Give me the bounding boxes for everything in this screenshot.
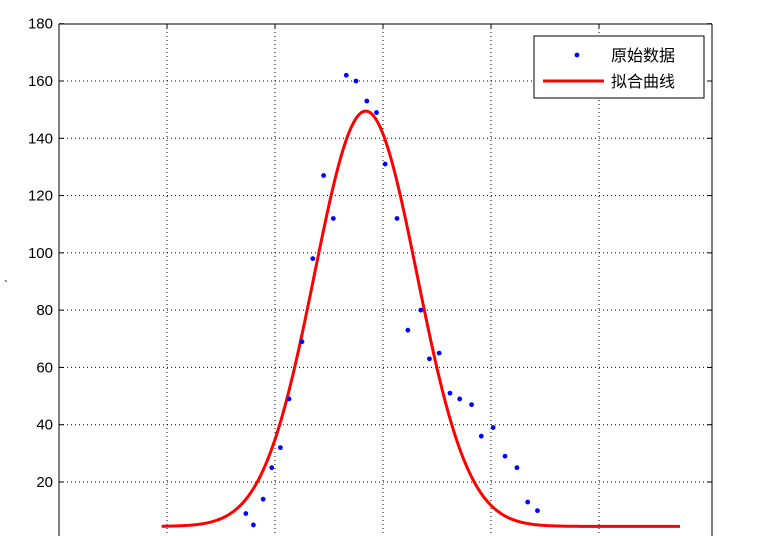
data-point (427, 356, 432, 362)
data-point (343, 72, 349, 78)
data-point (382, 161, 388, 167)
y-tick-label: 180 (28, 16, 53, 33)
data-point (260, 496, 266, 502)
axes (58, 23, 713, 536)
data-point (278, 445, 283, 451)
data-point (364, 98, 370, 104)
data-point (490, 425, 496, 430)
legend-marker-raw (574, 52, 580, 58)
y-tick-label: 20 (36, 474, 53, 491)
stray-mark: ` (4, 278, 8, 292)
data-point (478, 433, 484, 439)
y-tick-label: 80 (36, 302, 53, 319)
data-point (299, 339, 305, 345)
y-tick-label: 40 (36, 417, 53, 434)
fit-curve (161, 109, 681, 528)
data-point (457, 396, 463, 402)
data-point (286, 396, 292, 402)
legend-label-raw: 原始数据 (611, 47, 675, 65)
data-point (418, 307, 424, 313)
data-point (330, 216, 336, 221)
data-point (469, 402, 474, 408)
data-point (436, 350, 442, 356)
y-tick-label: 100 (28, 245, 53, 262)
plot-content (161, 72, 681, 528)
data-point (269, 465, 275, 471)
data-point (374, 110, 379, 115)
legend-box (533, 35, 705, 99)
data-point (514, 465, 520, 471)
legend-label-fit: 拟合曲线 (611, 73, 675, 91)
data-point (321, 173, 326, 178)
y-ticks: 20 40 60 80 100 120 140 160 180 (28, 16, 712, 491)
data-point (447, 390, 453, 396)
data-point (243, 511, 249, 516)
data-point (535, 508, 540, 514)
data-point (394, 216, 400, 221)
y-tick-label: 160 (28, 73, 53, 90)
plot-area (59, 24, 712, 536)
y-tick-label: 120 (28, 188, 53, 205)
data-point (525, 499, 531, 505)
y-tick-label: 140 (28, 130, 53, 147)
data-point (353, 78, 359, 84)
data-point (310, 256, 316, 261)
data-point (251, 522, 256, 528)
legend: 原始数据 拟合曲线 (533, 35, 705, 99)
data-point (405, 327, 411, 333)
data-point (502, 453, 508, 459)
y-tick-label: 60 (36, 359, 53, 376)
